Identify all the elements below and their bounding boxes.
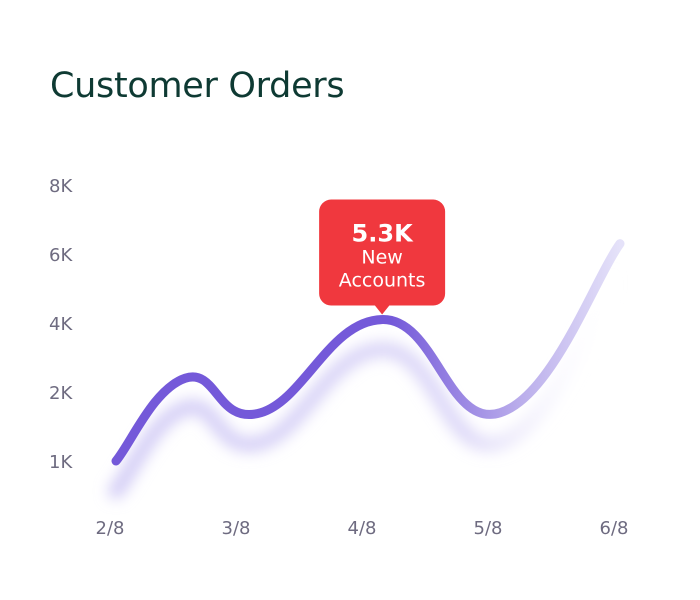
- tooltip-label-line1: New: [361, 247, 402, 269]
- data-point: [182, 375, 188, 381]
- data-point: [380, 317, 386, 323]
- tooltip-label-line2: Accounts: [339, 270, 426, 292]
- x-tick-label: 4/8: [348, 518, 377, 539]
- data-point: [497, 410, 503, 416]
- data-point: [113, 458, 119, 464]
- tooltip-box: [319, 199, 446, 306]
- data-point: [617, 241, 623, 247]
- y-tick-label: 1K: [49, 452, 73, 473]
- y-tick-label: 6K: [49, 245, 73, 266]
- y-tick-label: 8K: [49, 176, 73, 197]
- x-tick-label: 3/8: [222, 518, 251, 539]
- data-point: [258, 410, 264, 416]
- y-tick-label: 2K: [49, 383, 73, 404]
- line-shadow: [108, 265, 628, 499]
- tooltip-value: 5.3K: [352, 220, 415, 248]
- x-tick-label: 2/8: [96, 518, 125, 539]
- tooltip-pointer: [374, 304, 391, 315]
- chart-title: Customer Orders: [50, 66, 345, 106]
- x-tick-label: 5/8: [474, 518, 503, 539]
- x-tick-label: 6/8: [600, 518, 629, 539]
- series-line: [111, 239, 625, 466]
- y-tick-label: 4K: [49, 314, 73, 335]
